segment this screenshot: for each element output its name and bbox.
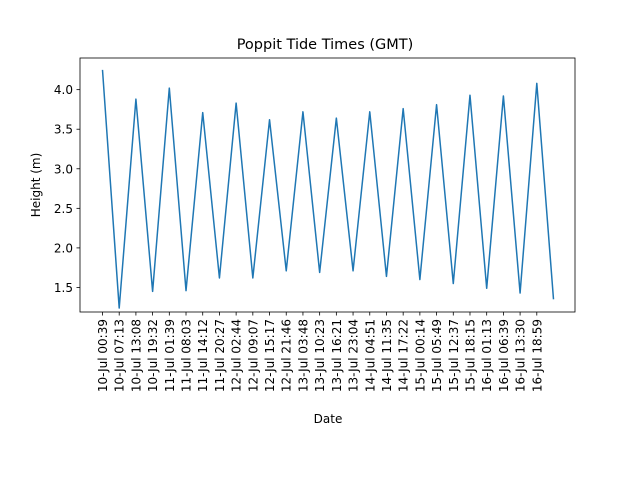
x-tick-label: 16-Jul 01:13 — [480, 319, 494, 392]
x-tick-label: 12-Jul 02:44 — [230, 319, 244, 392]
x-tick-label: 11-Jul 20:27 — [213, 319, 227, 392]
y-tick-label: 3.0 — [54, 162, 73, 176]
x-tick-label: 13-Jul 03:48 — [296, 319, 310, 392]
x-tick-label: 12-Jul 21:46 — [280, 319, 294, 392]
x-tick-label: 16-Jul 13:30 — [514, 319, 528, 392]
x-tick-label: 10-Jul 07:13 — [113, 319, 127, 392]
chart-title: Poppit Tide Times (GMT) — [237, 37, 414, 53]
x-tick-label: 15-Jul 00:14 — [413, 319, 427, 392]
x-tick-label: 11-Jul 14:12 — [196, 319, 210, 392]
x-tick-label: 16-Jul 06:39 — [497, 319, 511, 392]
x-tick-label: 14-Jul 17:22 — [397, 319, 411, 392]
axes-frame — [79, 57, 576, 313]
x-axis-label: Date — [314, 412, 343, 426]
tide-height-line — [101, 69, 555, 309]
x-tick-label: 11-Jul 08:03 — [180, 319, 194, 392]
y-tick-label: 4.0 — [54, 83, 73, 97]
y-tick-label: 2.5 — [54, 202, 73, 216]
x-tick-label: 10-Jul 19:32 — [146, 319, 160, 392]
x-tick-label: 14-Jul 11:35 — [380, 319, 394, 392]
x-axis: 10-Jul 00:39 10-Jul 07:13 10-Jul 13:08 10-J… — [96, 312, 544, 392]
y-axis-label: Height (m) — [29, 153, 43, 218]
x-tick-label: 12-Jul 15:17 — [263, 319, 277, 392]
plot-area — [101, 69, 555, 309]
x-tick-label: 15-Jul 05:49 — [430, 319, 444, 392]
x-tick-label: 10-Jul 00:39 — [96, 319, 110, 392]
y-tick-label: 1.5 — [54, 281, 73, 295]
x-tick-label: 13-Jul 10:23 — [313, 319, 327, 392]
x-tick-label: 15-Jul 12:37 — [447, 319, 461, 392]
y-axis: 1.5 2.0 2.5 3.0 3.5 4.0 — [54, 83, 80, 295]
x-tick-label: 13-Jul 16:21 — [330, 319, 344, 392]
y-tick-label: 3.5 — [54, 123, 73, 137]
x-tick-label: 16-Jul 18:59 — [530, 319, 544, 392]
x-tick-label: 10-Jul 13:08 — [129, 319, 143, 392]
x-tick-label: 15-Jul 18:15 — [463, 319, 477, 392]
x-tick-label: 13-Jul 23:04 — [347, 319, 361, 392]
x-tick-label: 11-Jul 01:39 — [163, 319, 177, 392]
x-tick-label: 14-Jul 04:51 — [363, 319, 377, 392]
y-tick-label: 2.0 — [54, 241, 73, 255]
x-tick-label: 12-Jul 09:07 — [246, 319, 260, 392]
